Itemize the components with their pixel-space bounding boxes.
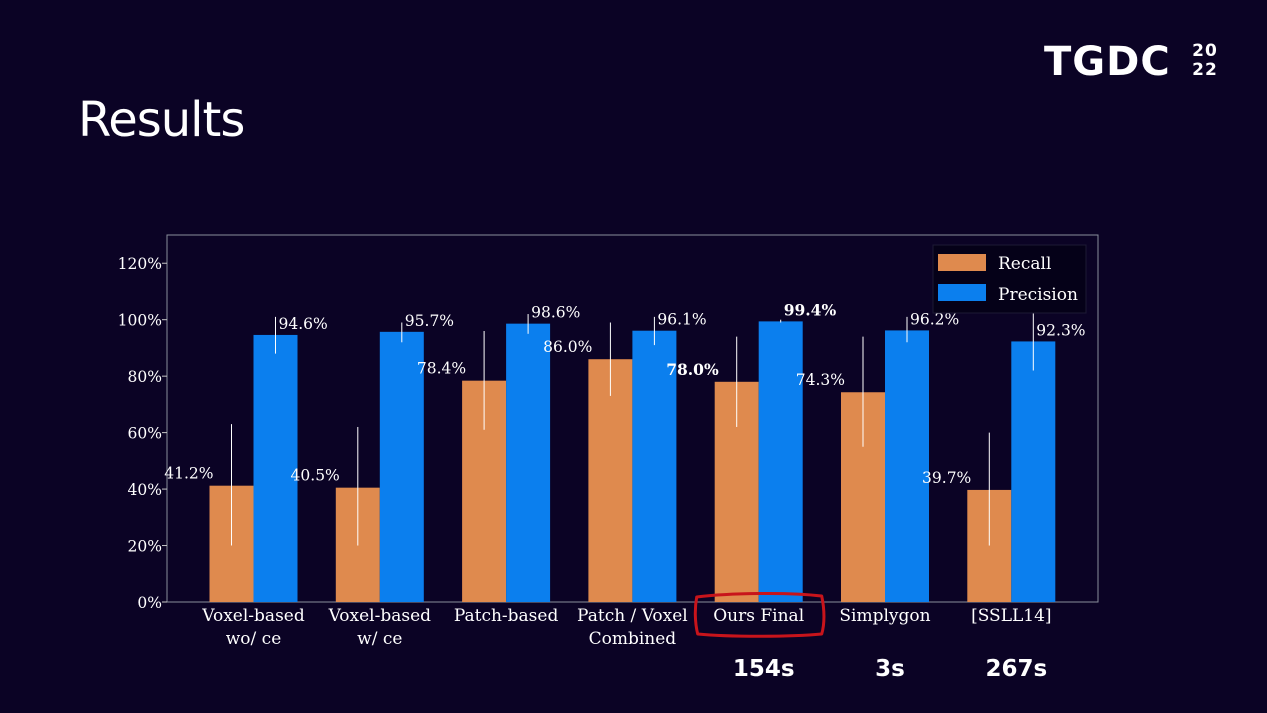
logo-year: 20 22 xyxy=(1190,42,1220,80)
precision-bar xyxy=(758,321,803,602)
y-tick-label: 40% xyxy=(128,481,162,499)
highlight-circle xyxy=(693,591,826,638)
recall-value-label: 74.3% xyxy=(796,371,845,389)
category-label: Ours Final xyxy=(713,606,804,626)
recall-value-label: 86.0% xyxy=(543,338,592,356)
y-tick-label: 60% xyxy=(128,425,162,443)
category-label: wo/ ce xyxy=(226,629,282,649)
precision-bar xyxy=(1011,341,1056,602)
category-label: Combined xyxy=(589,629,677,649)
precision-value-label: 94.6% xyxy=(279,315,328,333)
y-tick-label: 80% xyxy=(128,368,162,386)
y-tick-label: 0% xyxy=(137,594,162,612)
precision-value-label: 96.2% xyxy=(910,310,959,328)
precision-value-label: 96.1% xyxy=(657,311,706,329)
logo-text: TGDC xyxy=(1044,39,1171,85)
precision-bar xyxy=(379,331,424,602)
category-label: Simplygon xyxy=(839,606,930,626)
precision-bar xyxy=(632,330,677,602)
recall-value-label: 78.0% xyxy=(666,360,719,379)
category-label: Voxel-based xyxy=(328,606,432,626)
category-label: w/ ce xyxy=(357,629,402,649)
recall-value-label: 78.4% xyxy=(417,360,466,378)
legend-label-precision: Precision xyxy=(998,285,1078,305)
legend-swatch-precision xyxy=(938,284,986,301)
category-label: Voxel-based xyxy=(201,606,305,626)
logo-year-top: 20 xyxy=(1192,41,1218,61)
precision-value-label: 99.4% xyxy=(784,300,837,319)
y-tick-label: 120% xyxy=(118,255,162,273)
precision-value-label: 92.3% xyxy=(1036,321,1085,339)
recall-value-label: 41.2% xyxy=(164,465,213,483)
timing-label: 154s xyxy=(732,656,795,682)
recall-value-label: 40.5% xyxy=(291,467,340,485)
legend-label-recall: Recall xyxy=(998,254,1051,274)
precision-bar xyxy=(253,334,298,602)
timing-label: 267s xyxy=(985,656,1048,682)
recall-value-label: 39.7% xyxy=(922,469,971,487)
precision-bar xyxy=(885,330,929,602)
precision-value-label: 95.7% xyxy=(405,312,454,330)
timing-label: 3s xyxy=(875,656,905,682)
category-label: Patch / Voxel xyxy=(577,606,688,626)
slide-title: Results xyxy=(78,92,245,148)
category-label: Patch-based xyxy=(454,606,559,626)
recall-bar xyxy=(588,359,633,602)
precision-value-label: 98.6% xyxy=(531,304,580,322)
category-label: [SSLL14] xyxy=(971,606,1051,626)
legend-swatch-recall xyxy=(938,254,986,271)
y-tick-label: 100% xyxy=(118,312,162,330)
y-tick-label: 20% xyxy=(128,538,162,556)
logo-year-bottom: 22 xyxy=(1192,60,1218,80)
precision-bar xyxy=(506,323,551,602)
